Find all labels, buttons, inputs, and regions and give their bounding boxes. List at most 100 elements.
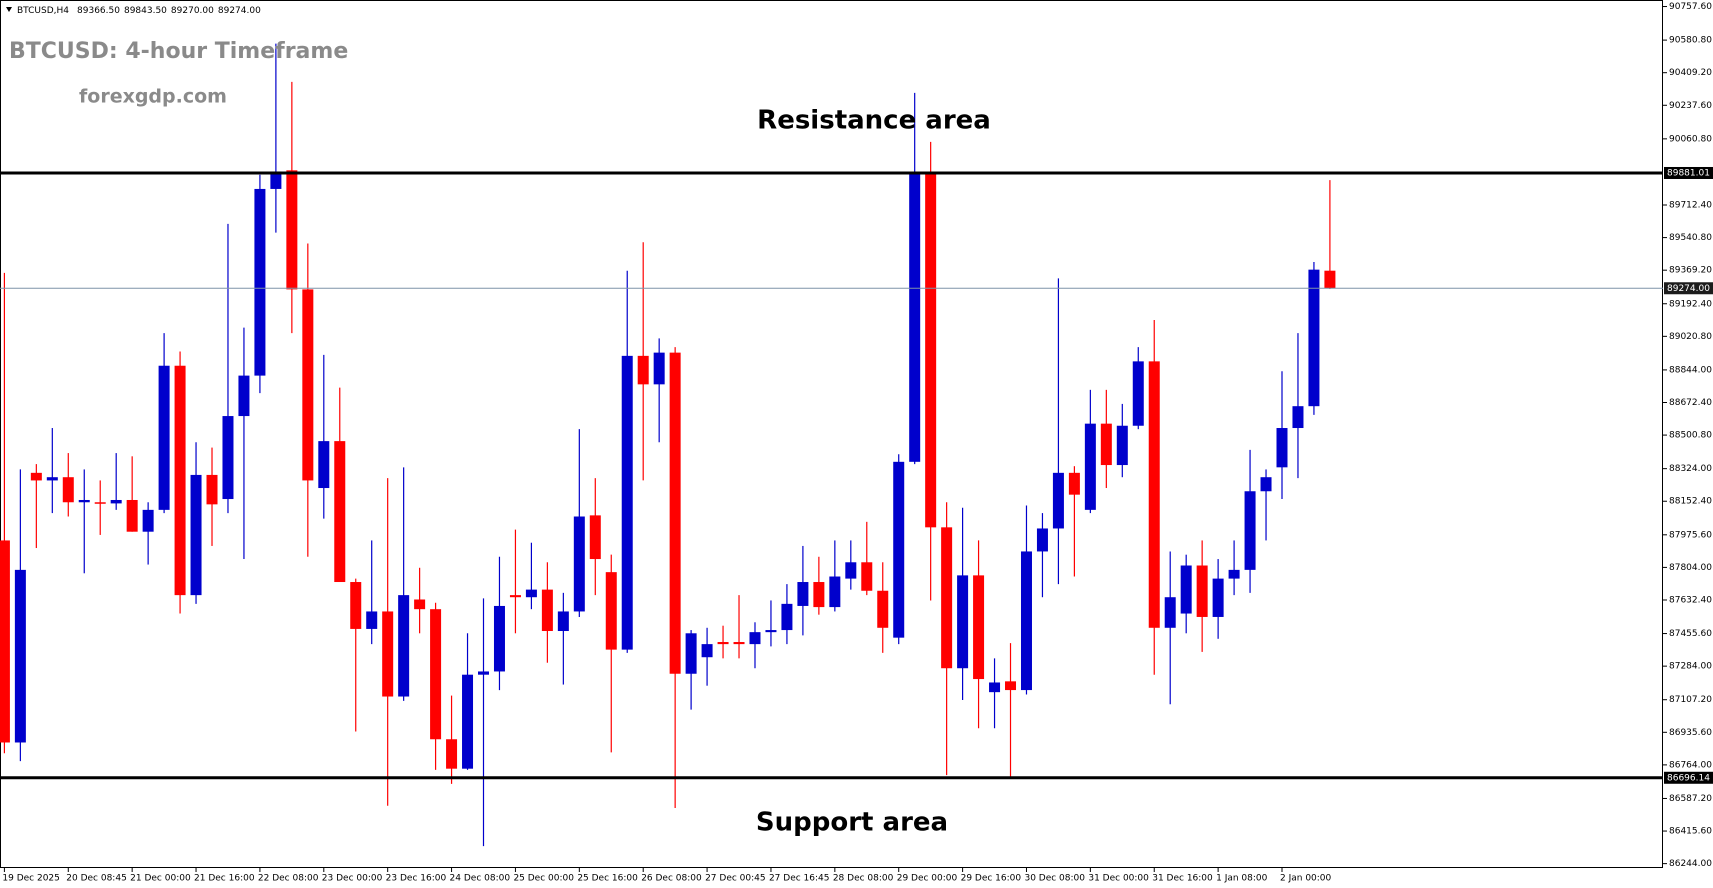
candle-body xyxy=(270,171,282,189)
candle-body xyxy=(909,172,921,462)
x-tick-label: 31 Dec 16:00 xyxy=(1152,874,1213,884)
x-tick-label: 20 Dec 08:45 xyxy=(66,874,127,884)
candle-body xyxy=(334,441,346,583)
x-tick-label: 1 Jan 08:00 xyxy=(1216,874,1268,884)
y-tick-label: 89020.80 xyxy=(1669,332,1712,342)
y-tick-label: 87804.00 xyxy=(1669,563,1712,573)
candle-body xyxy=(238,375,250,417)
candle-body xyxy=(1036,528,1048,552)
candle-body xyxy=(845,562,857,579)
x-tick-label: 22 Dec 08:00 xyxy=(258,874,319,884)
header-value: 89270.00 xyxy=(171,6,214,16)
y-tick-label: 88152.40 xyxy=(1669,497,1712,507)
candle-body xyxy=(973,575,985,680)
y-tick-label: 87632.40 xyxy=(1669,595,1712,605)
y-tick-label: 86415.60 xyxy=(1669,827,1712,837)
y-tick-label: 88324.00 xyxy=(1669,464,1712,474)
candle-body xyxy=(478,671,489,675)
candle-body xyxy=(509,595,521,598)
candle-body xyxy=(861,562,873,591)
header-value: 89843.50 xyxy=(124,6,167,16)
candle-body xyxy=(621,355,633,650)
candle-body xyxy=(605,572,617,650)
candle-body xyxy=(30,472,42,481)
chart-title: BTCUSD: 4-hour Timeframe xyxy=(9,39,348,64)
candle-body xyxy=(957,575,969,669)
candle-body xyxy=(925,172,937,528)
y-tick-label: 87975.60 xyxy=(1669,530,1712,540)
y-tick-label: 87284.00 xyxy=(1669,662,1712,672)
symbol: BTCUSD,H4 xyxy=(17,6,69,16)
y-tick-label: 87455.60 xyxy=(1669,629,1712,639)
x-tick-label: 29 Dec 00:00 xyxy=(897,874,958,884)
candle-body xyxy=(1148,361,1160,628)
candle-body xyxy=(206,474,218,505)
candle-body xyxy=(1196,565,1208,617)
candle-body xyxy=(46,477,58,481)
x-tick-label: 25 Dec 00:00 xyxy=(513,874,574,884)
candle-body xyxy=(190,474,202,596)
y-tick-label: 90757.60 xyxy=(1669,2,1712,12)
y-tick-label: 86935.60 xyxy=(1669,728,1712,738)
x-tick-label: 25 Dec 16:00 xyxy=(577,874,638,884)
header-value: 89274.00 xyxy=(218,6,261,16)
candle-body xyxy=(1020,551,1032,691)
level-label: 89881.01 xyxy=(1667,168,1710,178)
candle-body xyxy=(222,416,234,500)
x-tick-label: 23 Dec 00:00 xyxy=(322,874,383,884)
candle-body xyxy=(877,590,889,628)
candle-body xyxy=(62,477,74,503)
annotation: Resistance area xyxy=(757,106,991,136)
candle-body xyxy=(637,355,649,385)
annotation: Support area xyxy=(756,808,948,838)
candle-body xyxy=(1260,477,1272,492)
level-label: 86696.14 xyxy=(1667,773,1710,783)
y-tick-label: 90580.80 xyxy=(1669,36,1712,46)
x-tick-label: 26 Dec 08:00 xyxy=(641,874,702,884)
x-tick-label: 19 Dec 2025 xyxy=(2,874,60,884)
candle-body xyxy=(765,630,777,633)
y-tick-label: 87107.20 xyxy=(1669,695,1712,705)
candle-body xyxy=(94,502,106,504)
candle-body xyxy=(1068,472,1080,495)
candle-body xyxy=(1324,270,1336,289)
x-tick-label: 29 Dec 16:00 xyxy=(961,874,1022,884)
chart-header: BTCUSD,H4 89366.50 89843.50 89270.00 89274.0… xyxy=(17,6,261,16)
candle-body xyxy=(829,576,841,608)
candle-body xyxy=(1052,472,1064,529)
candle-body xyxy=(1005,681,1017,691)
candle-body xyxy=(653,352,665,385)
x-tick-label: 2 Jan 00:00 xyxy=(1280,874,1332,884)
candle-body xyxy=(525,589,537,598)
candle-body xyxy=(126,499,138,532)
y-tick-label: 89369.20 xyxy=(1669,266,1712,276)
candle-body xyxy=(717,642,729,645)
candle-body xyxy=(446,739,458,769)
candle-body xyxy=(989,682,1001,693)
x-tick-label: 28 Dec 08:00 xyxy=(833,874,894,884)
candle-body xyxy=(286,170,298,290)
candle-body xyxy=(14,569,26,743)
candle-body xyxy=(893,461,905,638)
x-tick-label: 31 Dec 00:00 xyxy=(1088,874,1149,884)
plot-frame xyxy=(0,0,1663,868)
candle-body xyxy=(254,188,266,376)
candle-body xyxy=(797,582,809,606)
candle-body xyxy=(366,611,378,629)
candle-body xyxy=(941,527,953,669)
header-value: 89366.50 xyxy=(77,6,120,16)
candle-body xyxy=(749,632,761,645)
candle-body xyxy=(1100,423,1112,466)
candle-body xyxy=(1292,406,1304,429)
candle-body xyxy=(302,289,314,481)
header-icon xyxy=(6,7,12,12)
y-tick-label: 88672.40 xyxy=(1669,398,1712,408)
candle-body xyxy=(318,441,330,489)
candle-body xyxy=(142,509,154,532)
level-label-box xyxy=(1664,771,1713,784)
candle-body xyxy=(813,582,825,608)
x-tick-label: 23 Dec 16:00 xyxy=(386,874,447,884)
candle-body xyxy=(462,674,474,769)
candle-body xyxy=(669,352,681,674)
